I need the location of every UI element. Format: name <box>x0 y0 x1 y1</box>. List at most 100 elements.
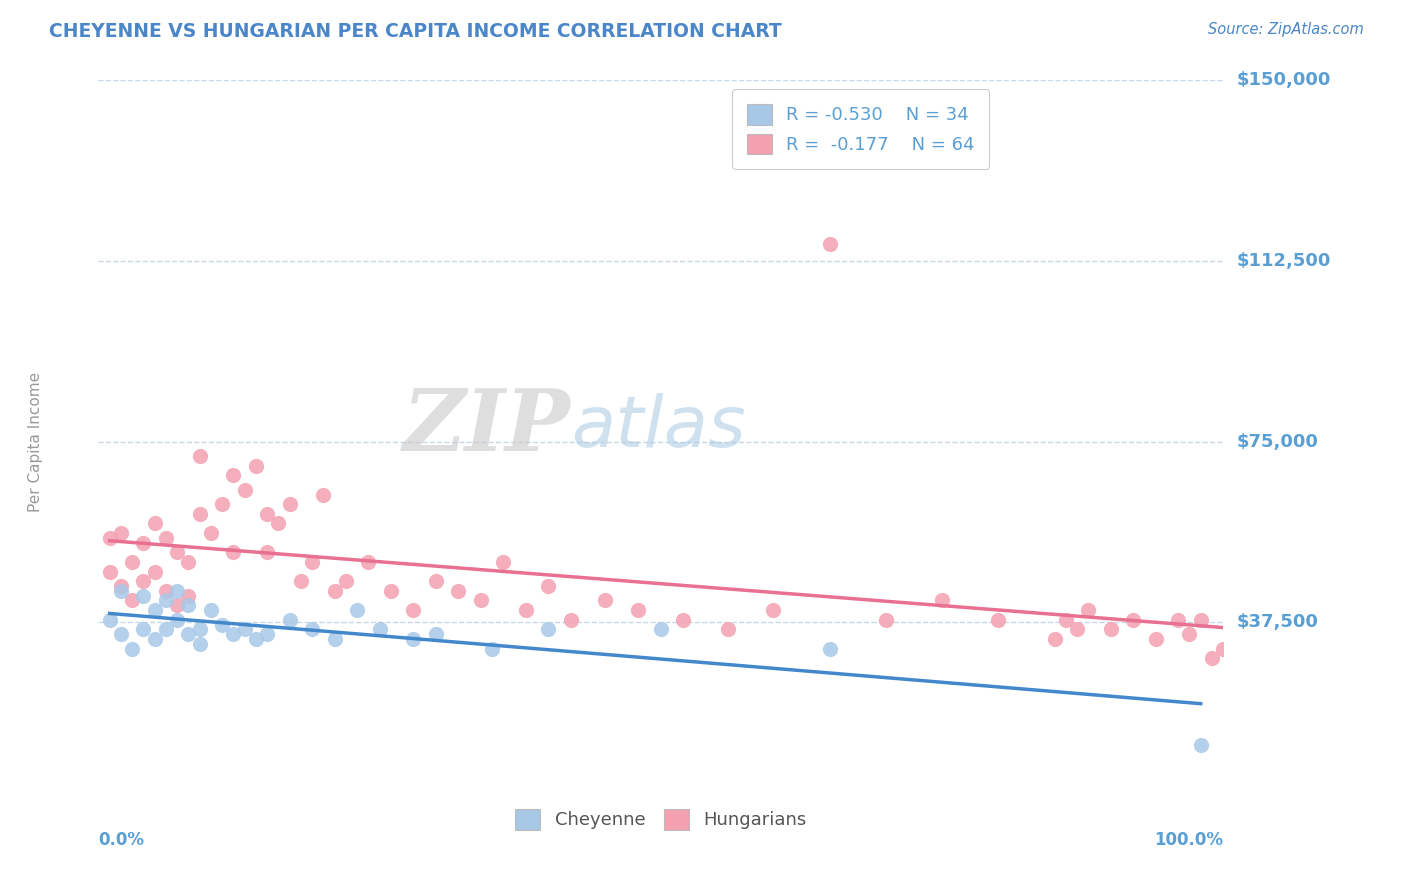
Point <box>245 458 267 473</box>
Point <box>278 497 301 511</box>
Point <box>256 627 278 641</box>
Point <box>1189 613 1212 627</box>
Point <box>402 603 425 617</box>
Point <box>1099 623 1122 637</box>
Point <box>98 565 121 579</box>
Point <box>110 627 132 641</box>
Point <box>222 468 245 483</box>
Point <box>368 623 391 637</box>
Point <box>278 613 301 627</box>
Point <box>1122 613 1144 627</box>
Point <box>166 613 188 627</box>
Point <box>177 555 200 569</box>
Point <box>256 545 278 559</box>
Point <box>188 623 211 637</box>
Point <box>1054 613 1077 627</box>
Point <box>357 555 380 569</box>
Point <box>627 603 650 617</box>
Point <box>143 565 166 579</box>
Point <box>1043 632 1066 646</box>
Text: 100.0%: 100.0% <box>1154 830 1223 848</box>
Text: ZIP: ZIP <box>404 385 571 469</box>
Point <box>560 613 582 627</box>
Point <box>222 627 245 641</box>
Point <box>1212 641 1234 656</box>
Point <box>1178 627 1201 641</box>
Point <box>1077 603 1099 617</box>
Point <box>121 641 143 656</box>
Point <box>380 583 402 598</box>
Point <box>346 603 368 617</box>
Point <box>267 516 290 531</box>
Legend: Cheyenne, Hungarians: Cheyenne, Hungarians <box>508 802 814 837</box>
Point <box>155 593 177 607</box>
Point <box>245 632 267 646</box>
Point <box>481 641 503 656</box>
Point <box>762 603 785 617</box>
Point <box>515 603 537 617</box>
Point <box>256 507 278 521</box>
Text: $150,000: $150,000 <box>1237 71 1331 89</box>
Point <box>121 593 143 607</box>
Point <box>188 507 211 521</box>
Point <box>818 641 841 656</box>
Point <box>211 497 233 511</box>
Text: $37,500: $37,500 <box>1237 613 1319 632</box>
Point <box>323 583 346 598</box>
Point <box>211 617 233 632</box>
Point <box>188 449 211 463</box>
Point <box>132 623 155 637</box>
Point <box>447 583 470 598</box>
Point <box>110 526 132 541</box>
Point <box>177 589 200 603</box>
Point <box>233 483 256 497</box>
Point <box>650 623 672 637</box>
Point <box>875 613 897 627</box>
Text: $112,500: $112,500 <box>1237 252 1331 270</box>
Point <box>188 637 211 651</box>
Point <box>301 623 323 637</box>
Point <box>143 603 166 617</box>
Text: $75,000: $75,000 <box>1237 433 1319 450</box>
Text: atlas: atlas <box>571 392 745 461</box>
Point <box>1066 623 1088 637</box>
Point <box>98 531 121 545</box>
Point <box>110 583 132 598</box>
Point <box>301 555 323 569</box>
Point <box>492 555 515 569</box>
Point <box>537 579 560 593</box>
Point <box>177 627 200 641</box>
Point <box>222 545 245 559</box>
Point <box>155 583 177 598</box>
Point <box>166 599 188 613</box>
Point <box>121 555 143 569</box>
Point <box>166 583 188 598</box>
Point <box>155 623 177 637</box>
Point <box>425 574 447 589</box>
Point <box>537 623 560 637</box>
Point <box>818 237 841 252</box>
Text: CHEYENNE VS HUNGARIAN PER CAPITA INCOME CORRELATION CHART: CHEYENNE VS HUNGARIAN PER CAPITA INCOME … <box>49 22 782 41</box>
Point <box>290 574 312 589</box>
Point <box>987 613 1010 627</box>
Point <box>717 623 740 637</box>
Point <box>132 535 155 549</box>
Point <box>143 516 166 531</box>
Point <box>593 593 616 607</box>
Point <box>1189 738 1212 752</box>
Point <box>166 545 188 559</box>
Point <box>98 613 121 627</box>
Point <box>312 487 335 501</box>
Point <box>155 531 177 545</box>
Point <box>1144 632 1167 646</box>
Text: Source: ZipAtlas.com: Source: ZipAtlas.com <box>1208 22 1364 37</box>
Point <box>233 623 256 637</box>
Point <box>1201 651 1223 665</box>
Point <box>323 632 346 646</box>
Point <box>132 589 155 603</box>
Point <box>402 632 425 646</box>
Point <box>200 603 222 617</box>
Point <box>1167 613 1189 627</box>
Point <box>143 632 166 646</box>
Text: 0.0%: 0.0% <box>98 830 145 848</box>
